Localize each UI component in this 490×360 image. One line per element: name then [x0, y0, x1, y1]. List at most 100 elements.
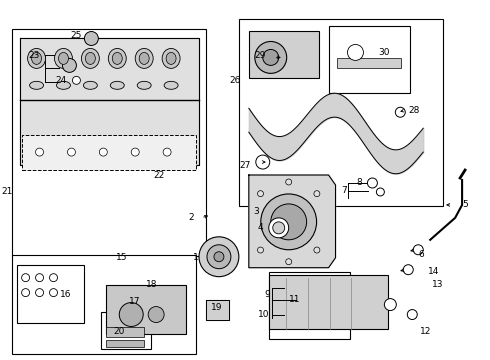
Text: 7: 7	[341, 186, 346, 195]
Text: 4: 4	[257, 223, 263, 232]
Bar	[269, 275, 389, 329]
Circle shape	[263, 49, 279, 66]
Text: 30: 30	[378, 48, 390, 57]
Ellipse shape	[164, 81, 178, 89]
Circle shape	[258, 191, 264, 197]
Ellipse shape	[81, 49, 99, 68]
Ellipse shape	[54, 49, 73, 68]
Circle shape	[214, 252, 224, 262]
Text: 3: 3	[253, 207, 259, 216]
Text: 23: 23	[28, 51, 40, 60]
Circle shape	[84, 32, 98, 45]
Circle shape	[73, 76, 80, 84]
Text: 14: 14	[428, 267, 440, 276]
Circle shape	[68, 148, 75, 156]
Ellipse shape	[27, 49, 46, 68]
Circle shape	[384, 298, 396, 311]
Bar	[22, 135, 196, 170]
Text: 25: 25	[70, 31, 81, 40]
Text: 11: 11	[289, 295, 301, 304]
Text: 26: 26	[229, 76, 241, 85]
Text: 1: 1	[193, 253, 199, 262]
Circle shape	[314, 247, 320, 253]
Circle shape	[255, 41, 287, 73]
Circle shape	[36, 289, 44, 297]
Ellipse shape	[29, 81, 44, 89]
Circle shape	[314, 191, 320, 197]
Text: 6: 6	[418, 250, 424, 259]
Ellipse shape	[166, 53, 176, 64]
Ellipse shape	[31, 53, 42, 64]
Circle shape	[376, 188, 384, 196]
Circle shape	[22, 274, 29, 282]
Bar	[106, 341, 144, 347]
Circle shape	[273, 222, 285, 234]
Ellipse shape	[162, 49, 180, 68]
Text: 10: 10	[258, 310, 270, 319]
Text: 24: 24	[55, 76, 67, 85]
Circle shape	[395, 107, 405, 117]
Bar	[337, 58, 401, 68]
Text: 8: 8	[357, 179, 363, 188]
Ellipse shape	[85, 53, 96, 64]
Circle shape	[36, 274, 44, 282]
Circle shape	[286, 259, 292, 265]
Ellipse shape	[56, 81, 71, 89]
Circle shape	[286, 179, 292, 185]
Bar	[239, 19, 443, 206]
Text: 2: 2	[188, 213, 194, 222]
Circle shape	[271, 204, 307, 240]
Bar	[269, 272, 350, 339]
Ellipse shape	[139, 53, 149, 64]
Bar	[12, 28, 206, 256]
Text: 19: 19	[211, 303, 222, 312]
Ellipse shape	[108, 49, 126, 68]
Circle shape	[407, 310, 417, 320]
Circle shape	[163, 148, 171, 156]
Text: 12: 12	[420, 327, 432, 336]
Circle shape	[49, 289, 57, 297]
Circle shape	[199, 237, 239, 277]
Polygon shape	[206, 300, 229, 320]
Text: 9: 9	[264, 290, 270, 299]
Circle shape	[62, 58, 76, 72]
Text: 28: 28	[408, 106, 419, 115]
Text: 18: 18	[146, 280, 158, 289]
Ellipse shape	[137, 81, 151, 89]
Text: 15: 15	[116, 253, 128, 262]
Bar	[329, 26, 410, 93]
Circle shape	[207, 245, 231, 269]
Circle shape	[49, 274, 57, 282]
Circle shape	[368, 178, 377, 188]
Ellipse shape	[83, 81, 98, 89]
Bar	[17, 265, 84, 323]
Text: 29: 29	[254, 51, 266, 60]
Bar	[106, 328, 144, 337]
Bar	[249, 31, 318, 78]
Ellipse shape	[112, 53, 122, 64]
Polygon shape	[20, 39, 199, 165]
Text: 16: 16	[59, 290, 71, 299]
Bar	[101, 311, 151, 350]
Circle shape	[119, 302, 143, 327]
Text: 17: 17	[129, 297, 141, 306]
Text: 21: 21	[1, 188, 13, 197]
Bar	[12, 255, 196, 354]
Text: 5: 5	[462, 201, 468, 210]
Text: 20: 20	[113, 327, 124, 336]
Circle shape	[148, 307, 164, 323]
Ellipse shape	[135, 49, 153, 68]
Circle shape	[131, 148, 139, 156]
Circle shape	[413, 245, 423, 255]
Circle shape	[261, 194, 317, 250]
Circle shape	[347, 45, 364, 60]
Circle shape	[22, 289, 29, 297]
Text: 22: 22	[153, 171, 165, 180]
Bar	[106, 285, 186, 334]
Text: 27: 27	[240, 161, 251, 170]
Ellipse shape	[58, 53, 69, 64]
Circle shape	[99, 148, 107, 156]
Circle shape	[256, 155, 270, 169]
Polygon shape	[249, 175, 336, 268]
Text: 13: 13	[432, 280, 444, 289]
